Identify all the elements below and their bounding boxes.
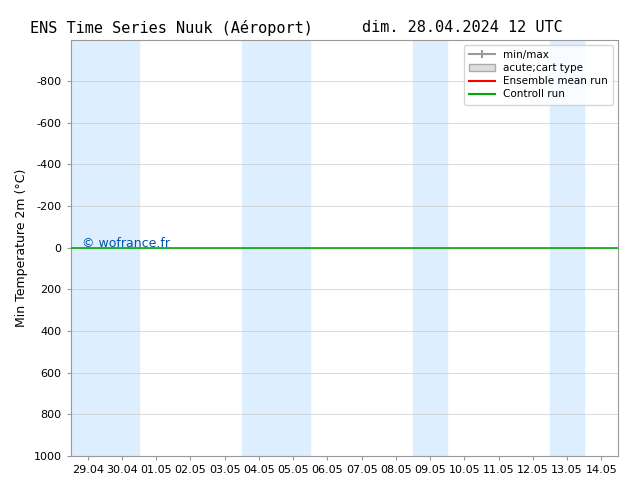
Y-axis label: Min Temperature 2m (°C): Min Temperature 2m (°C) [15, 169, 28, 327]
Bar [413, 40, 447, 456]
Text: © wofrance.fr: © wofrance.fr [82, 237, 169, 250]
Legend: min/max, acute;cart type, Ensemble mean run, Controll run: min/max, acute;cart type, Ensemble mean … [463, 45, 613, 104]
Bar [550, 40, 585, 456]
Bar [242, 40, 310, 456]
Text: dim. 28.04.2024 12 UTC: dim. 28.04.2024 12 UTC [363, 20, 563, 35]
Text: ENS Time Series Nuuk (Aéroport): ENS Time Series Nuuk (Aéroport) [30, 20, 313, 36]
Bar [70, 40, 139, 456]
